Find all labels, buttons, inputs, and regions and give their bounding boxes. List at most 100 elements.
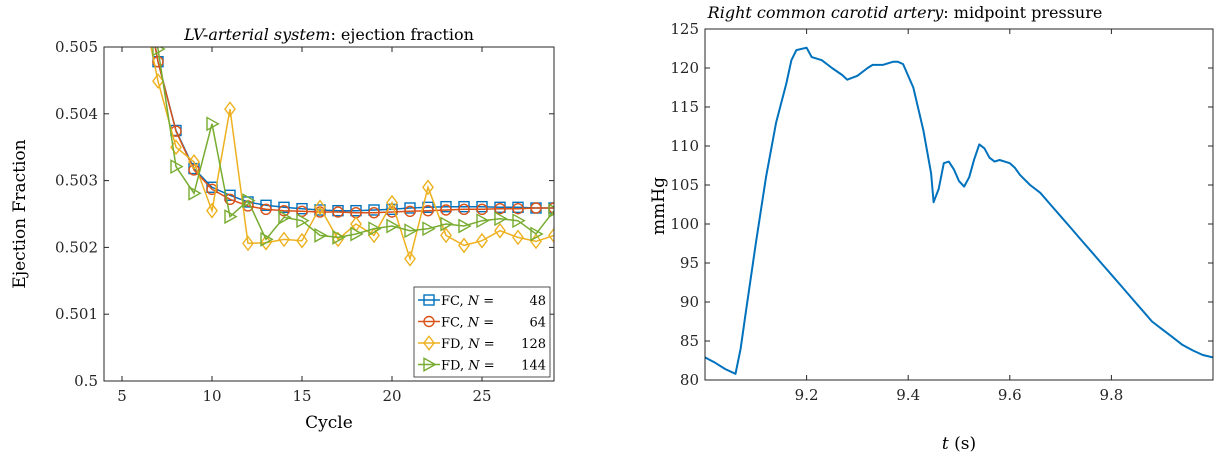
data-point [548, 203, 554, 219]
data-point [188, 164, 200, 176]
y-tick-label: 0.5 [74, 372, 98, 390]
data-point [296, 205, 308, 218]
data-point [260, 203, 272, 216]
y-tick-label: 0.505 [55, 38, 98, 56]
data-point [404, 202, 416, 214]
data-point [440, 204, 452, 216]
data-point [368, 221, 382, 237]
legend-label: FC, N = [441, 294, 494, 309]
legend-n: 48 [529, 294, 546, 309]
x-tick-label: 25 [472, 387, 491, 405]
data-point [422, 179, 434, 196]
left-chart-legend: FC, N = 48 FC, N = 64 FD, N = 128 FD, N = 144 [413, 286, 551, 378]
right-chart-axes-box [704, 28, 1214, 381]
pressure-line [705, 46, 1213, 375]
data-point [242, 235, 254, 252]
data-point [494, 211, 508, 227]
x-tick-label: 9.6 [998, 386, 1022, 404]
legend-entry: FD, N = 144 [418, 357, 546, 374]
legend-label: FD, N = [441, 337, 495, 352]
left-chart-title: LV-arterial system: ejection fraction [183, 25, 474, 44]
x-tick-label: 9.4 [896, 386, 920, 404]
data-point [296, 213, 310, 229]
legend-label: FD, N = [441, 359, 495, 374]
right-chart-ticks [705, 28, 1213, 381]
y-tick-label: 105 [670, 176, 699, 194]
data-point [440, 227, 452, 244]
data-point [458, 237, 470, 254]
series-line [156, 47, 554, 241]
x-tick-label: 5 [117, 387, 127, 405]
data-point [386, 218, 400, 234]
y-tick-label: 120 [670, 59, 699, 77]
data-point [314, 199, 326, 216]
x-tick-label: 20 [382, 387, 401, 405]
ejection-fraction-chart: LV-arterial system: ejection fraction 5 1… [10, 25, 555, 433]
y-tick-label: 125 [670, 20, 699, 38]
y-tick-label: 0.504 [55, 105, 98, 123]
data-point [404, 205, 416, 218]
left-chart-tick-labels: 5 10 15 20 25 0.5 0.501 0.502 0.503 0.504 0.505 [55, 38, 492, 405]
data-point [530, 202, 542, 214]
left-chart-ylabel: Ejection Fraction [10, 139, 30, 288]
data-point [314, 227, 328, 243]
data-point [224, 189, 236, 201]
data-point [260, 199, 272, 212]
legend-marker [423, 294, 435, 306]
data-point [224, 209, 238, 225]
data-point [476, 203, 488, 216]
data-point [548, 227, 554, 244]
legend-entry: FC, N = 48 [418, 294, 546, 309]
data-point [332, 229, 346, 245]
right-chart-tick-labels: 9.2 9.4 9.6 9.8 80 85 90 95 100 105 110 115 120 125 [670, 20, 1123, 404]
right-chart-ylabel: mmHg [649, 177, 669, 235]
legend-entry: FD, N = 128 [418, 335, 546, 352]
y-tick-label: 90 [680, 293, 699, 311]
legend-marker [423, 315, 435, 328]
legend-entry: FC, N = 64 [418, 316, 546, 331]
y-tick-label: 100 [670, 215, 699, 233]
data-point [206, 202, 218, 219]
legend-marker [423, 357, 437, 372]
data-point [512, 229, 524, 246]
data-point [422, 221, 436, 237]
data-point [242, 193, 256, 209]
data-point [458, 218, 472, 234]
x-tick-label: 9.2 [795, 386, 819, 404]
data-point [350, 226, 364, 242]
data-point [440, 216, 454, 232]
x-tick-label: 15 [292, 387, 311, 405]
right-chart-title: Right common carotid artery: midpoint pr… [707, 3, 1103, 22]
data-point [368, 206, 380, 219]
right-chart-xlabel: t (s) [942, 434, 976, 454]
data-point [188, 185, 202, 201]
data-point [278, 201, 290, 214]
y-tick-label: 0.502 [55, 238, 98, 256]
left-chart-axes-box [103, 46, 555, 382]
legend-n: 64 [529, 316, 546, 331]
series-line [154, 47, 554, 214]
y-tick-label: 110 [670, 137, 699, 155]
left-chart-xlabel: Cycle [305, 413, 353, 433]
data-point [494, 222, 506, 239]
carotid-pressure-chart: Right common carotid artery: midpoint pr… [649, 3, 1214, 454]
data-point [422, 204, 434, 217]
y-tick-label: 85 [680, 332, 699, 350]
data-point [386, 194, 398, 211]
data-point [278, 209, 292, 225]
data-point [152, 47, 166, 57]
y-tick-label: 0.503 [55, 172, 98, 190]
data-point [332, 206, 344, 218]
data-point [458, 203, 470, 216]
data-point [530, 226, 544, 242]
data-point [404, 250, 416, 267]
series-line [150, 47, 554, 262]
left-chart-series [150, 47, 554, 267]
data-point [170, 159, 184, 175]
data-point [278, 231, 290, 248]
legend-box [413, 286, 551, 378]
legend-marker [423, 335, 435, 351]
legend-label: FC, N = [441, 316, 494, 331]
data-point [206, 116, 220, 132]
data-point [368, 227, 380, 244]
